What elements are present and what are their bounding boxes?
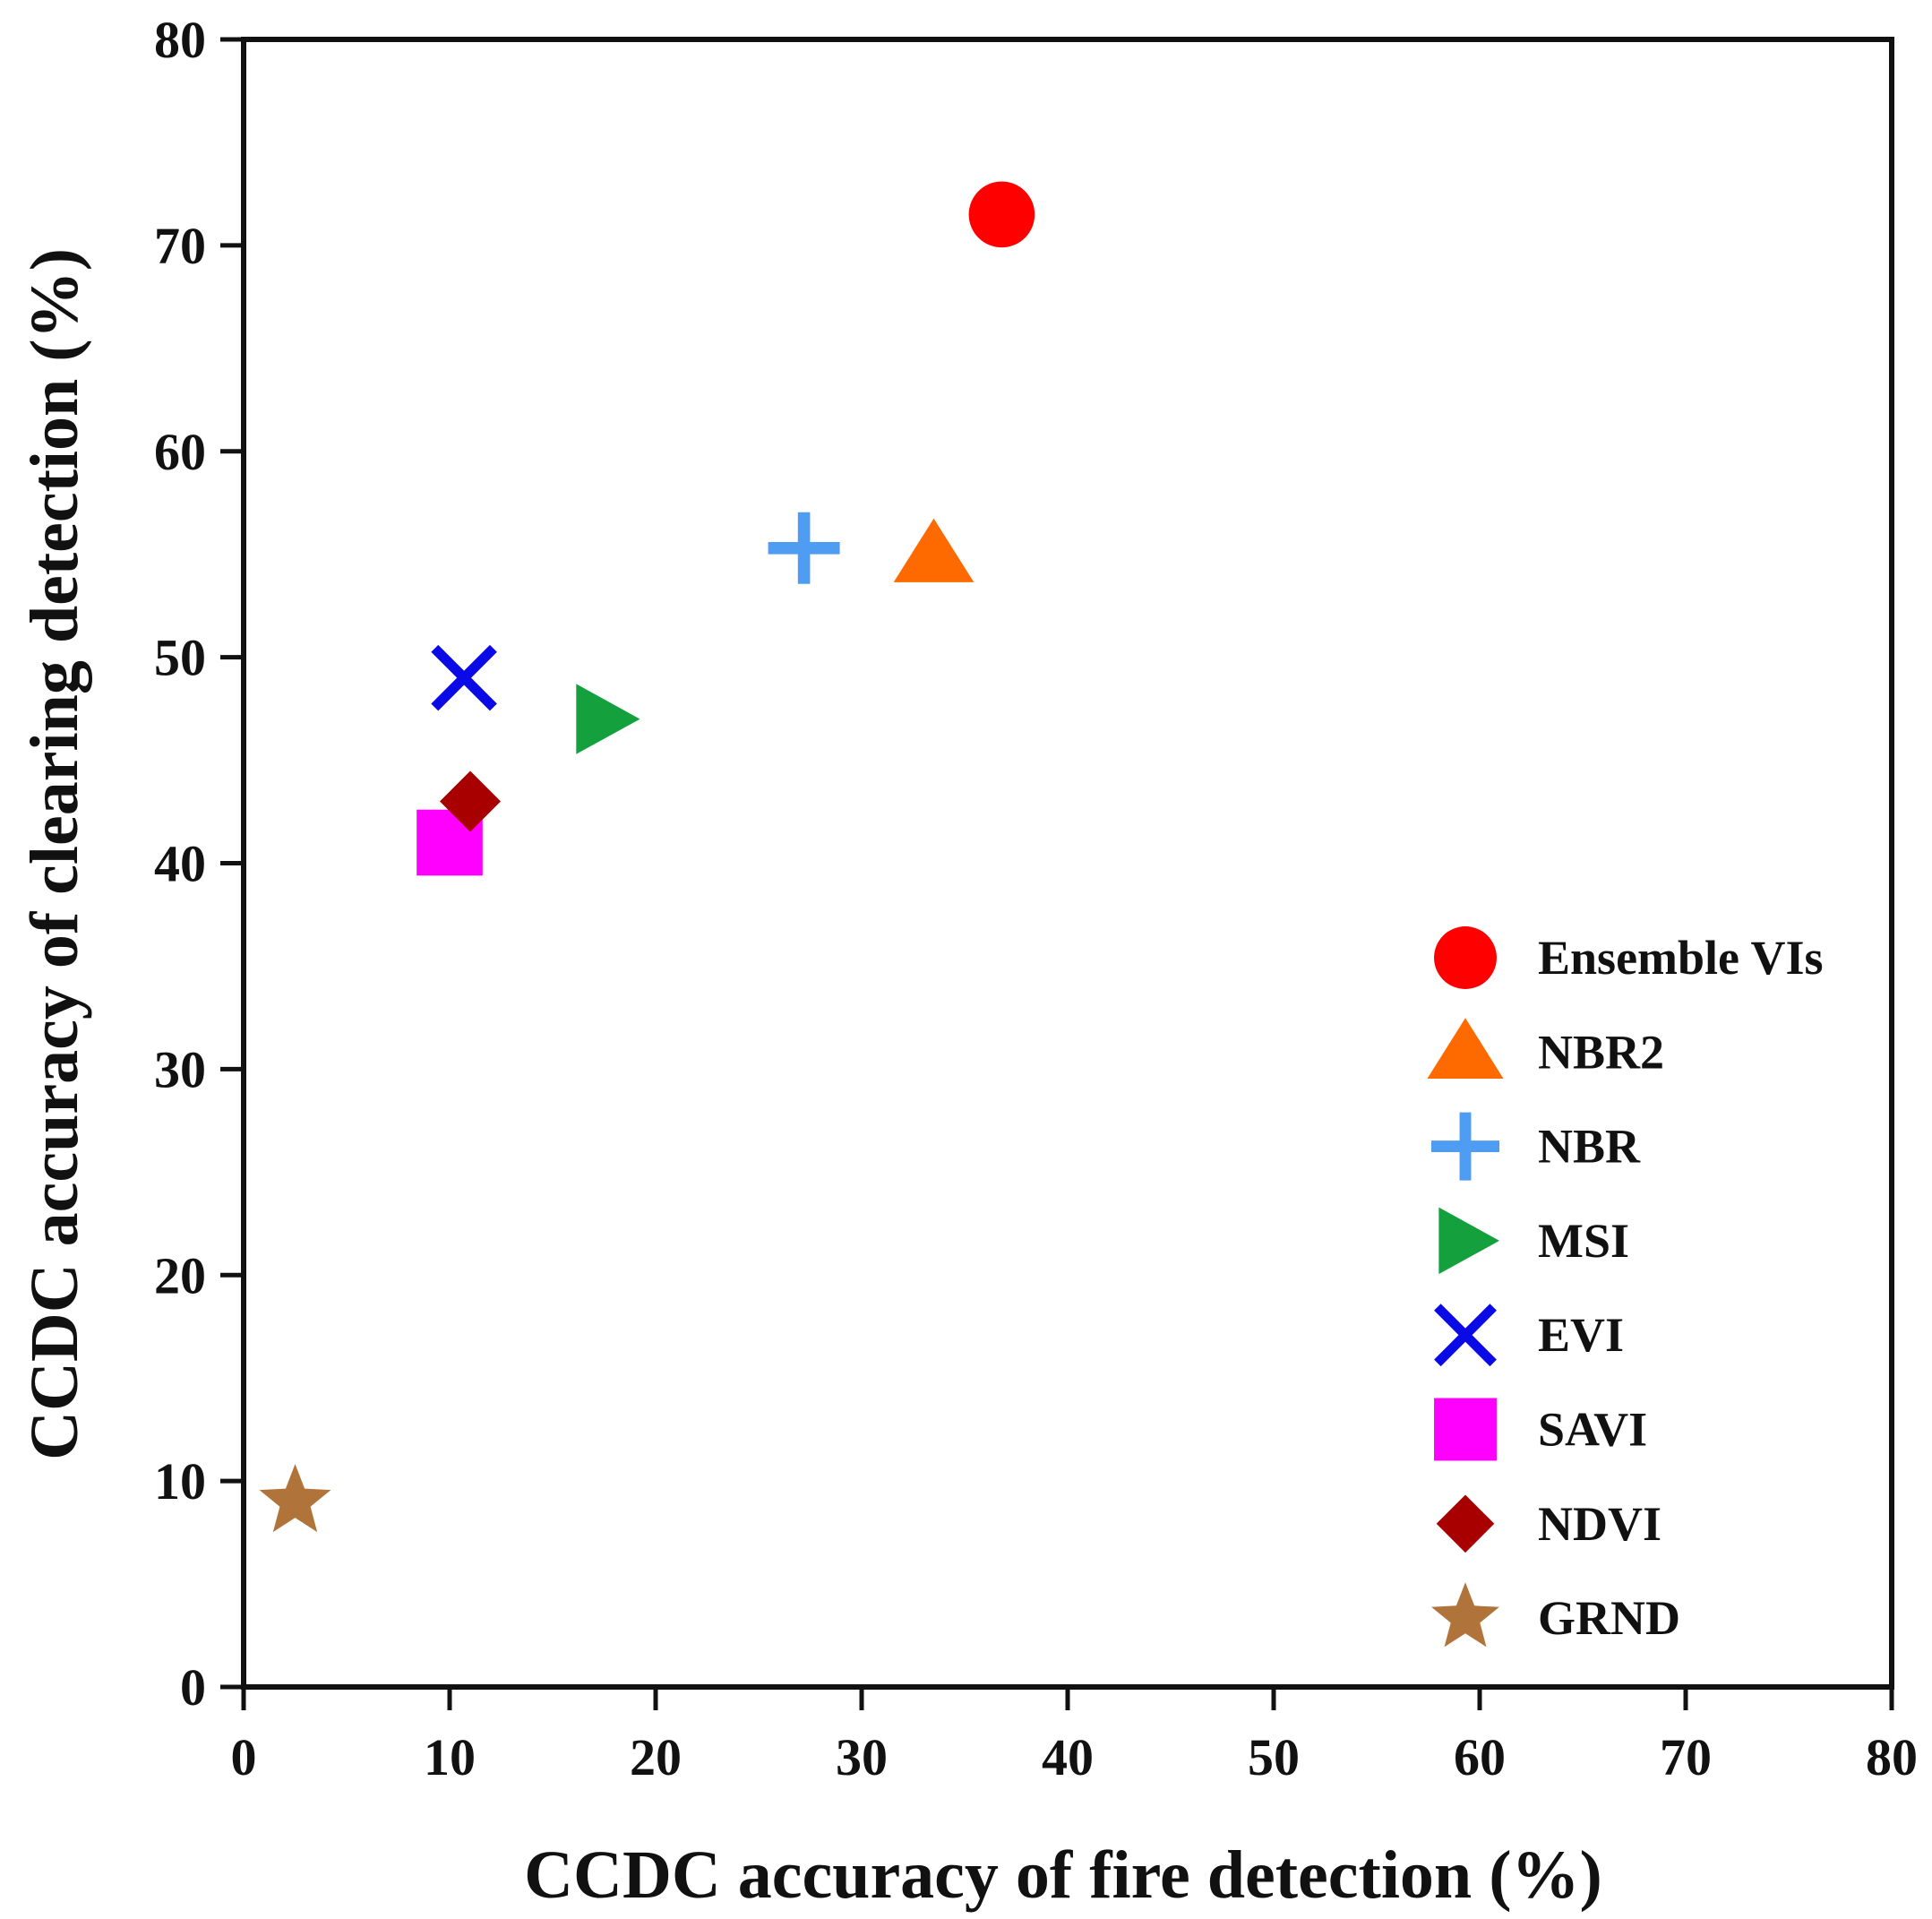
- legend-marker-ndvi: [1436, 1494, 1495, 1553]
- y-tick-label: 70: [154, 217, 206, 275]
- legend-label-ensemble-vis: Ensemble VIs: [1538, 931, 1824, 985]
- y-tick-label: 60: [154, 423, 206, 481]
- legend-marker-msi: [1438, 1207, 1499, 1275]
- y-axis-title: CCDC accuracy of clearing detection (%): [17, 248, 92, 1460]
- point-evi: [431, 644, 497, 711]
- y-tick-label: 0: [180, 1658, 206, 1717]
- legend-marker-ensemble-vis: [1434, 926, 1497, 989]
- point-ensemble-vis: [968, 181, 1035, 248]
- legend-marker-savi: [1434, 1398, 1497, 1461]
- x-tick-label: 50: [1248, 1728, 1300, 1786]
- legend-item-msi: MSI: [1438, 1207, 1629, 1275]
- legend-label-nbr: NBR: [1538, 1120, 1641, 1174]
- legend-marker-evi: [1434, 1304, 1497, 1367]
- point-nbr: [768, 512, 840, 584]
- legend-label-savi: SAVI: [1538, 1403, 1647, 1457]
- legend-item-nbr: NBR: [1431, 1112, 1641, 1181]
- x-tick-label: 20: [630, 1728, 682, 1786]
- legend-label-nbr2: NBR2: [1538, 1025, 1664, 1079]
- legend-item-evi: EVI: [1434, 1304, 1624, 1367]
- x-stroke: [1434, 1304, 1497, 1367]
- legend-item-savi: SAVI: [1434, 1398, 1647, 1461]
- x-tick-label: 80: [1866, 1728, 1918, 1786]
- x-stroke: [431, 644, 497, 711]
- x-tick-label: 40: [1042, 1728, 1094, 1786]
- legend-marker-nbr2: [1427, 1018, 1504, 1079]
- legend-item-nbr2: NBR2: [1427, 1018, 1664, 1079]
- legend-label-evi: EVI: [1538, 1308, 1624, 1362]
- y-tick-label: 40: [154, 835, 206, 893]
- legend-marker-nbr: [1431, 1112, 1499, 1181]
- point-ndvi: [440, 770, 501, 832]
- x-axis-title: CCDC accuracy of fire detection (%): [524, 1837, 1602, 1913]
- axis-ticks: 0 10 20 30 40 50 60 70 80 0 10 20 30 40 50 60 70 80: [154, 11, 1918, 1786]
- legend: Ensemble VIs NBR2 NBR MSI EVI SAVI NDVI GRND: [1427, 926, 1824, 1648]
- point-nbr2: [893, 518, 975, 582]
- x-tick-label: 70: [1660, 1728, 1712, 1786]
- legend-item-ensemble-vis: Ensemble VIs: [1434, 926, 1824, 989]
- legend-item-grnd: GRND: [1431, 1582, 1680, 1648]
- legend-label-ndvi: NDVI: [1538, 1497, 1662, 1551]
- point-grnd: [259, 1464, 331, 1533]
- x-tick-label: 30: [836, 1728, 888, 1786]
- data-points: [259, 181, 1035, 1533]
- legend-marker-grnd: [1431, 1582, 1499, 1648]
- y-tick-label: 10: [154, 1452, 206, 1510]
- x-tick-label: 10: [424, 1728, 476, 1786]
- x-tick-label: 0: [231, 1728, 257, 1786]
- point-msi: [576, 684, 640, 754]
- y-tick-label: 50: [154, 629, 206, 687]
- y-tick-label: 20: [154, 1246, 206, 1304]
- x-tick-label: 60: [1454, 1728, 1506, 1786]
- y-tick-label: 30: [154, 1040, 206, 1098]
- y-tick-label: 80: [154, 11, 206, 69]
- legend-label-grnd: GRND: [1538, 1591, 1680, 1645]
- legend-label-msi: MSI: [1538, 1214, 1629, 1268]
- legend-item-ndvi: NDVI: [1436, 1494, 1662, 1553]
